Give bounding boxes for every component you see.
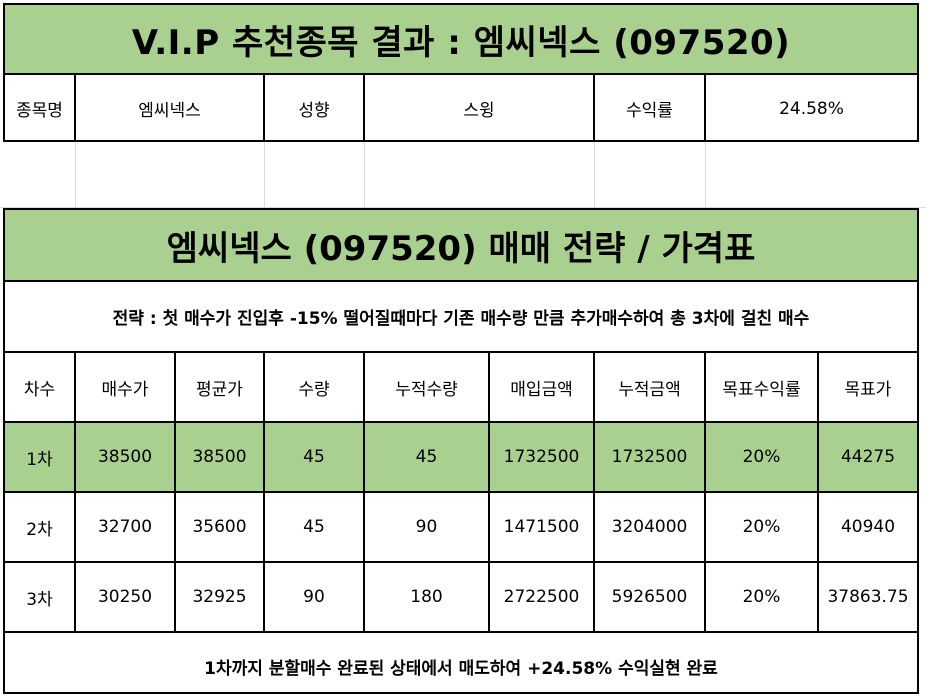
cell-quantity: 45 xyxy=(265,493,365,561)
cell-avg-price: 32925 xyxy=(176,563,265,631)
cell-buy-amount: 2722500 xyxy=(490,563,595,631)
result-footer-row: 1차까지 분할매수 완료된 상태에서 매도하여 +24.58% 수익실현 완료 xyxy=(5,633,917,700)
header-buy-amount: 매입금액 xyxy=(490,353,595,421)
header-target-return: 목표수익률 xyxy=(706,353,819,421)
strategy-title-bar: 엠씨넥스 (097520) 매매 전략 / 가격표 xyxy=(5,210,917,282)
header-round: 차수 xyxy=(5,353,76,421)
cell-buy-amount: 1732500 xyxy=(490,423,595,491)
label-stock-name: 종목명 xyxy=(5,75,76,142)
vip-title-bar: V.I.P 추천종목 결과 : 엠씨넥스 (097520) xyxy=(5,5,917,75)
cell-cum-quantity: 90 xyxy=(365,493,490,561)
cell-cum-quantity: 45 xyxy=(365,423,490,491)
cell-avg-price: 38500 xyxy=(176,423,265,491)
cell-target-return: 20% xyxy=(706,563,819,631)
strategy-title: 엠씨넥스 (097520) 매매 전략 / 가격표 xyxy=(166,228,756,269)
value-style: 스윙 xyxy=(365,75,595,142)
header-avg-price: 평균가 xyxy=(176,353,265,421)
result-footer-text: 1차까지 분할매수 완료된 상태에서 매도하여 +24.58% 수익실현 완료 xyxy=(204,659,718,679)
cell-target-price: 44275 xyxy=(840,447,896,467)
cell-target-return: 20% xyxy=(706,423,819,491)
table-row: 1차 38500 38500 45 45 1732500 1732500 20%… xyxy=(5,423,917,493)
cell-target-price: 37863.75 xyxy=(827,587,909,607)
header-cum-quantity: 누적수량 xyxy=(365,353,490,421)
cell-cum-quantity: 180 xyxy=(365,563,490,631)
cell-quantity: 90 xyxy=(265,563,365,631)
strategy-description: 전략 : 첫 매수가 진입후 -15% 떨어질때마다 기존 매수량 만큼 추가매… xyxy=(112,309,810,329)
cell-buy-price: 32700 xyxy=(76,493,176,561)
strategy-box: 엠씨넥스 (097520) 매매 전략 / 가격표 전략 : 첫 매수가 진입후… xyxy=(3,208,919,694)
label-style: 성향 xyxy=(265,75,365,142)
cell-buy-price: 38500 xyxy=(76,423,176,491)
header-quantity: 수량 xyxy=(265,353,365,421)
value-return: 24.58% xyxy=(779,98,844,119)
table-row: 2차 32700 35600 45 90 1471500 3204000 20%… xyxy=(5,493,917,563)
cell-target-price: 40940 xyxy=(840,517,896,537)
label-return: 수익률 xyxy=(595,75,706,142)
cell-cum-amount: 1732500 xyxy=(595,423,706,491)
vip-result-box: V.I.P 추천종목 결과 : 엠씨넥스 (097520) 종목명 엠씨넥스 성… xyxy=(3,3,919,142)
strategy-description-row: 전략 : 첫 매수가 진입후 -15% 떨어질때마다 기존 매수량 만큼 추가매… xyxy=(5,282,917,353)
sheet-gap xyxy=(0,142,926,208)
cell-round: 2차 xyxy=(5,493,76,561)
vip-summary-row: 종목명 엠씨넥스 성향 스윙 수익률 24.58% xyxy=(5,75,917,142)
vip-title: V.I.P 추천종목 결과 : 엠씨넥스 (097520) xyxy=(131,22,791,63)
cell-target-return: 20% xyxy=(706,493,819,561)
table-header-row: 차수 매수가 평균가 수량 누적수량 매입금액 누적금액 목표수익률 목표가 xyxy=(5,353,917,423)
cell-buy-price: 30250 xyxy=(76,563,176,631)
header-buy-price: 매수가 xyxy=(76,353,176,421)
cell-round: 1차 xyxy=(5,423,76,491)
cell-avg-price: 35600 xyxy=(176,493,265,561)
cell-round: 3차 xyxy=(5,563,76,631)
cell-cum-amount: 5926500 xyxy=(595,563,706,631)
cell-buy-amount: 1471500 xyxy=(490,493,595,561)
value-stock-name: 엠씨넥스 xyxy=(76,75,265,142)
header-target-price: 목표가 xyxy=(844,379,892,400)
header-cum-amount: 누적금액 xyxy=(595,353,706,421)
cell-cum-amount: 3204000 xyxy=(595,493,706,561)
table-row: 3차 30250 32925 90 180 2722500 5926500 20… xyxy=(5,563,917,633)
cell-quantity: 45 xyxy=(265,423,365,491)
